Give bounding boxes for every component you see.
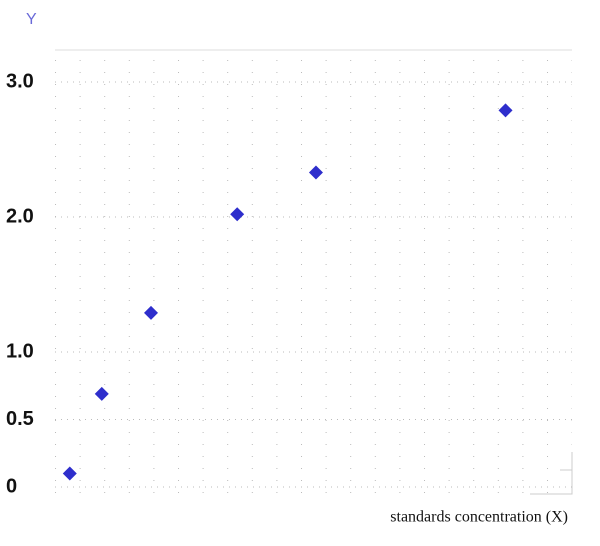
y-tick-label: 0 [6, 475, 17, 497]
point [498, 103, 513, 118]
resize-handle [530, 452, 573, 495]
x-axis-title: standards concentration (X) [390, 509, 568, 526]
y-tick-label: 1.0 [6, 340, 34, 362]
y-tick-label: 0.5 [6, 408, 34, 430]
point [94, 386, 109, 401]
y-tick-label: 2.0 [6, 205, 34, 227]
point [62, 466, 77, 481]
point [308, 165, 323, 180]
y-tick-label: 3.0 [6, 70, 34, 92]
y-axis-title: Y [26, 11, 37, 28]
point [230, 207, 245, 222]
point [144, 305, 159, 320]
plot-background [55, 50, 572, 495]
